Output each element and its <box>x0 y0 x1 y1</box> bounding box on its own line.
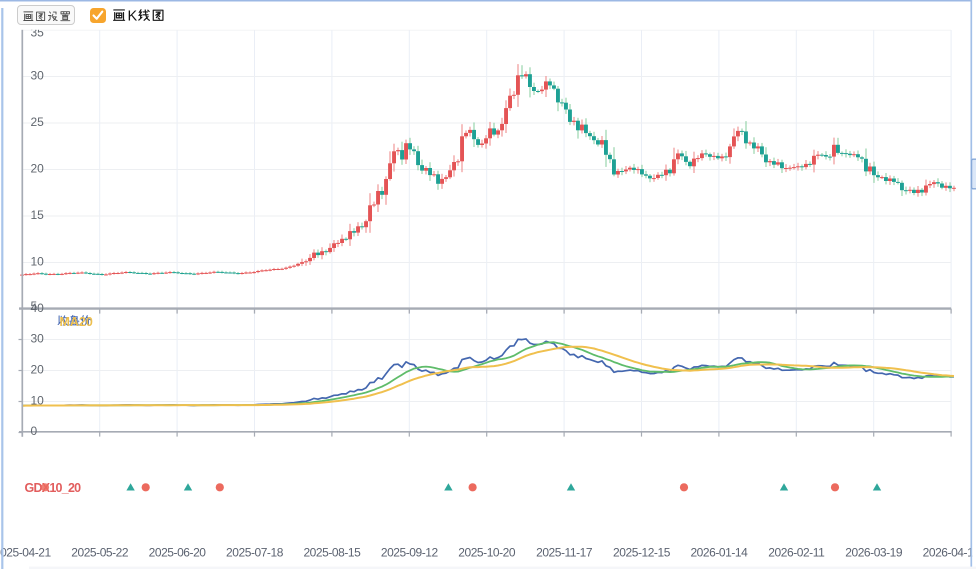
svg-text:20: 20 <box>31 363 45 377</box>
svg-text:2026-01-14: 2026-01-14 <box>690 546 748 560</box>
svg-text:10: 10 <box>31 254 45 268</box>
svg-text:2025-08-15: 2025-08-15 <box>303 546 361 560</box>
svg-text:MA20: MA20 <box>60 315 93 329</box>
svg-text:10: 10 <box>31 394 45 408</box>
svg-text:15: 15 <box>31 208 45 222</box>
svg-text:2026-02-11: 2026-02-11 <box>768 546 825 560</box>
svg-text:2025-11-17: 2025-11-17 <box>536 546 593 560</box>
svg-text:25: 25 <box>31 115 45 129</box>
svg-text:2025-09-12: 2025-09-12 <box>381 546 439 560</box>
svg-text:2025-10-20: 2025-10-20 <box>458 546 516 560</box>
svg-text:40: 40 <box>31 301 45 315</box>
svg-text:K: K <box>128 8 138 24</box>
svg-text:2025-07-18: 2025-07-18 <box>226 546 284 560</box>
svg-text:2025-06-20: 2025-06-20 <box>149 546 207 560</box>
svg-text:GDX10_20: GDX10_20 <box>25 481 82 495</box>
svg-text:20: 20 <box>31 161 45 175</box>
svg-text:2025-05-22: 2025-05-22 <box>71 546 129 560</box>
svg-text:2025-04-21: 2025-04-21 <box>0 546 52 560</box>
svg-text:2025-12-15: 2025-12-15 <box>613 546 671 560</box>
svg-text:0: 0 <box>31 424 38 438</box>
svg-text:5: 5 <box>31 299 38 313</box>
svg-text:30: 30 <box>31 332 45 346</box>
svg-text:2026-03-19: 2026-03-19 <box>845 546 903 560</box>
svg-text:30: 30 <box>31 68 45 82</box>
svg-text:2026-04-16: 2026-04-16 <box>923 546 976 560</box>
